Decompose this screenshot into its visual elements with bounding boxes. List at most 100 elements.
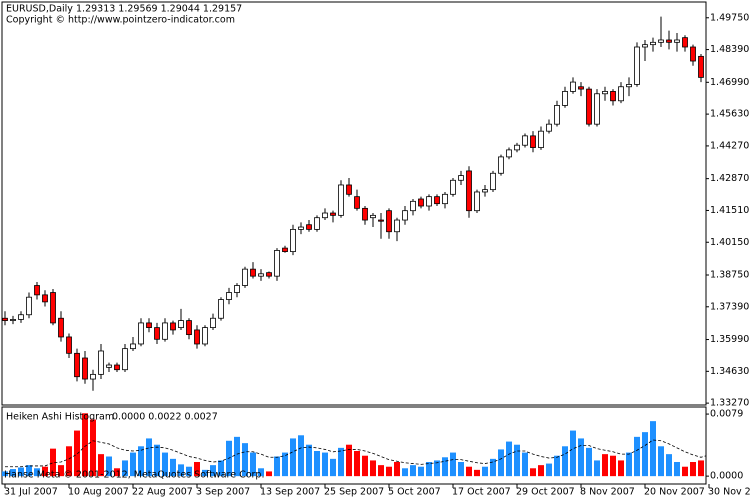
- candle-body: [330, 212, 336, 216]
- y-tick-label: 1.35990: [710, 334, 749, 345]
- histogram-bar: [58, 465, 64, 477]
- histogram-bar: [322, 452, 328, 477]
- candle-body: [642, 44, 648, 48]
- histogram-bar: [474, 469, 480, 477]
- ohlc-values: 1.29313 1.29569 1.29044 1.29157: [76, 4, 242, 15]
- histogram-bar: [330, 458, 336, 477]
- histogram-bar: [658, 446, 664, 477]
- candle-body: [610, 91, 616, 102]
- histogram-bar: [370, 460, 376, 477]
- indicator-title: Heiken Ashi Histogram: [6, 412, 114, 423]
- symbol-title: EURUSD,Daily: [6, 4, 73, 15]
- histogram-bar: [66, 446, 72, 477]
- x-tick-label: 29 Oct 2007: [516, 487, 575, 498]
- candle-body: [370, 214, 376, 219]
- candle-body: [514, 144, 520, 151]
- candle-body: [242, 268, 248, 286]
- candle-body: [34, 285, 40, 296]
- y-tick-label: 1.44270: [710, 140, 749, 151]
- candle-body: [290, 228, 296, 253]
- signal-line: [5, 439, 706, 468]
- candle-body: [82, 357, 88, 380]
- histogram-bar: [578, 438, 584, 477]
- watermark: Hanse Meta © 2001-2012, MetaQuotes Softw…: [4, 470, 265, 481]
- histogram-bar: [386, 466, 392, 477]
- histogram-bar: [74, 430, 80, 477]
- candle-body: [354, 196, 360, 209]
- candle-body: [50, 292, 56, 324]
- candle-body: [298, 226, 304, 230]
- candle-body: [562, 91, 568, 106]
- candle-body: [482, 189, 488, 193]
- histogram-bar: [634, 436, 640, 477]
- candle-body: [170, 322, 176, 331]
- candle-body: [258, 273, 264, 277]
- candle-body: [234, 285, 240, 293]
- candle-body: [546, 123, 552, 132]
- histogram-bar: [490, 458, 496, 477]
- histogram-bar: [122, 460, 128, 477]
- candle-body: [410, 200, 416, 212]
- candle-body: [274, 250, 280, 277]
- candle-body: [538, 130, 544, 148]
- y-tick-label: 1.45630: [710, 109, 749, 120]
- x-tick-label: 5 Oct 2007: [388, 487, 441, 498]
- histogram-bar: [178, 464, 184, 477]
- y-tick-label: 1.41510: [710, 205, 749, 216]
- candle-body: [18, 314, 24, 320]
- y-tick-label: 0.0079: [710, 409, 743, 420]
- candle-body: [306, 224, 312, 230]
- candle-body: [602, 91, 608, 95]
- histogram-bar: [82, 413, 88, 477]
- candle-body: [130, 343, 136, 350]
- candle-body: [626, 84, 632, 88]
- y-tick-label: 1.34630: [710, 366, 749, 377]
- candle-body: [194, 329, 200, 345]
- histogram-bar: [42, 466, 48, 477]
- histogram-bar: [538, 465, 544, 477]
- y-tick-label: 1.48390: [710, 44, 749, 55]
- candle-body: [266, 272, 272, 277]
- candle-body: [2, 317, 8, 321]
- histogram-bar: [146, 438, 152, 477]
- candle-body: [498, 156, 504, 174]
- candle-body: [402, 210, 408, 221]
- histogram-bar: [346, 444, 352, 477]
- histogram-bar: [98, 454, 104, 477]
- axes: 1.49750 1.48390 1.46990 1.45630 1.44270 1.428…: [4, 12, 750, 497]
- candle-body: [418, 198, 424, 207]
- candle-body: [322, 212, 328, 219]
- candle-body: [658, 39, 664, 43]
- indicator-values: 0.0000 0.0022 0.0027: [112, 412, 218, 423]
- candle-body: [386, 210, 392, 233]
- histogram-bar: [170, 458, 176, 477]
- candle-body: [690, 46, 696, 62]
- histogram-bar: [282, 452, 288, 477]
- candle-body: [106, 364, 112, 368]
- candle-body: [90, 373, 96, 380]
- histogram-bar: [546, 463, 552, 477]
- histogram-bar: [674, 462, 680, 477]
- histogram-bar: [466, 466, 472, 477]
- candle-body: [618, 86, 624, 102]
- candle-body: [666, 39, 672, 43]
- x-tick-label: 22 Aug 2007: [132, 487, 193, 498]
- x-tick-label: 20 Nov 2007: [644, 487, 705, 498]
- candle-body: [26, 296, 32, 316]
- histogram-bar: [594, 460, 600, 477]
- histogram-bar: [698, 460, 704, 477]
- histogram-bar: [426, 462, 432, 477]
- histogram-bar: [26, 465, 32, 477]
- candle-body: [178, 320, 184, 329]
- histogram-bar: [410, 465, 416, 477]
- y-tick-label: 1.46990: [710, 77, 749, 88]
- candle-body: [474, 191, 480, 212]
- histogram-bar: [306, 444, 312, 477]
- histogram-bar: [218, 460, 224, 477]
- histogram-bar: [210, 465, 216, 477]
- histogram-bar: [258, 468, 264, 477]
- candle-body: [74, 352, 80, 378]
- candle-body: [114, 364, 120, 371]
- histogram-bar: [362, 455, 368, 477]
